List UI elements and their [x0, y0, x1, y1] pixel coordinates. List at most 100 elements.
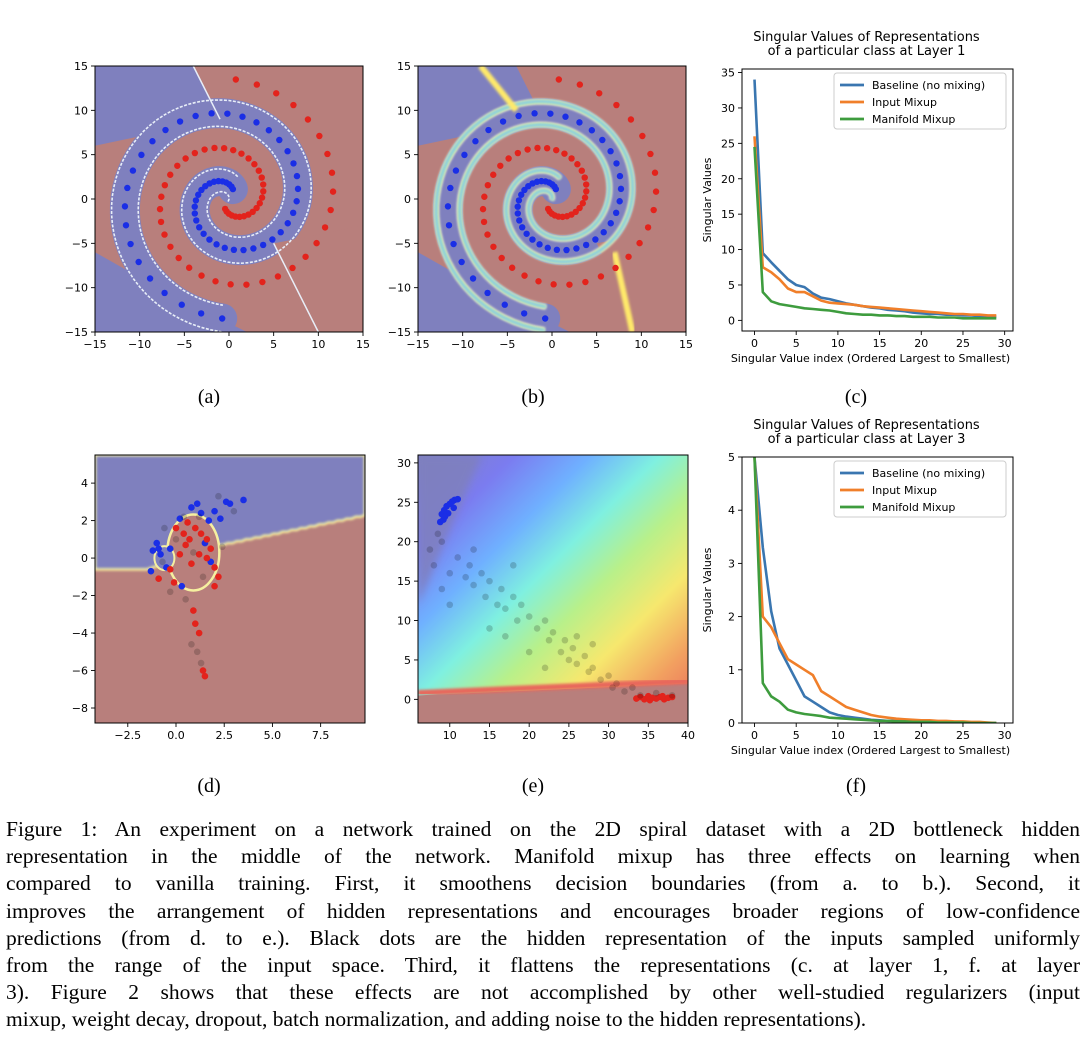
y-tick-label: 3 [728, 557, 735, 570]
y-tick-label: 20 [721, 173, 735, 186]
e-point [462, 573, 469, 581]
x-tick-label: 7.5 [312, 729, 330, 742]
b-point [576, 119, 583, 126]
panel-label-a: (a) [197, 386, 221, 408]
b-point [576, 81, 584, 88]
x-tick-label: 30 [998, 729, 1012, 742]
decision-boundary [192, 66, 221, 120]
a-point [293, 198, 300, 205]
plot-frame [94, 65, 364, 333]
region-red [596, 225, 686, 332]
plot-area [95, 66, 363, 332]
a-point [156, 205, 164, 213]
y-tick-label: 5 [728, 451, 735, 464]
y-tick-label: 0 [728, 314, 735, 327]
y-axis-label: Singular Values [701, 547, 714, 632]
b-point [541, 315, 549, 322]
e-point [470, 546, 477, 553]
e-point [454, 495, 462, 503]
a-point [238, 150, 245, 157]
a-point [196, 224, 203, 231]
e-point [446, 601, 454, 609]
a-point [274, 273, 282, 280]
d-point [215, 573, 222, 581]
d-point [176, 515, 184, 523]
e-point [565, 656, 573, 664]
d-point [166, 545, 174, 553]
x-tick-label: 10 [831, 729, 845, 742]
b-point [588, 127, 596, 134]
d-point [195, 551, 203, 558]
x-tick-label: 25 [562, 729, 576, 742]
e-point [585, 668, 593, 676]
a-point [221, 244, 228, 252]
caption-line: representation in the middle of the netw… [6, 844, 1080, 869]
x-tick-label: 20 [914, 337, 928, 350]
d-point [197, 509, 205, 517]
a-point [324, 150, 331, 158]
a-point [213, 241, 220, 248]
b-point [444, 203, 452, 210]
a-point [161, 231, 168, 238]
y-tick-label: 30 [721, 102, 735, 115]
x-tick-label: 20 [522, 729, 536, 742]
d-point [191, 620, 199, 627]
a-point [195, 191, 202, 198]
b-point [579, 200, 586, 207]
x-tick-label: 5 [793, 337, 800, 350]
x-axis-label: Singular Value index (Ordered Largest to… [731, 744, 1010, 757]
x-tick-label: 5 [793, 729, 800, 742]
y-tick-label: 2 [81, 515, 88, 528]
a-point [259, 241, 267, 249]
decision-boundary [418, 678, 688, 697]
x-tick-label: 25 [956, 337, 970, 350]
b-point [499, 118, 507, 125]
a-point [206, 236, 213, 243]
x-tick-label: −15 [83, 338, 106, 351]
b-point [644, 224, 652, 231]
d-point [153, 539, 161, 547]
b-point [543, 144, 551, 152]
a-point [284, 220, 291, 227]
b-point [452, 167, 460, 174]
b-point [582, 278, 589, 286]
b-point [490, 171, 497, 178]
a-point [284, 148, 291, 155]
b-point [484, 289, 491, 297]
d-point [230, 507, 238, 515]
d-point [195, 629, 203, 637]
y-tick-label: 35 [721, 67, 735, 80]
caption-line: 3). Figure 2 shows that these effects ar… [6, 980, 1080, 1005]
e-point [637, 692, 644, 699]
e-point [621, 688, 628, 695]
x-tick-label: 2.5 [215, 729, 233, 742]
a-point [258, 174, 265, 181]
a-point [250, 245, 257, 252]
b-point [576, 204, 583, 212]
chart-c: 0 5 10 15 20 25 30 0 5 10 15 20 25 30 35 Singular Value… [701, 30, 1014, 365]
a-point [327, 206, 334, 214]
y-tick-label: −2 [72, 590, 88, 603]
x-tick-label: 0 [226, 338, 233, 351]
a-point [176, 118, 184, 125]
plot-frame [417, 65, 687, 333]
a-point [240, 246, 247, 254]
a-point [129, 167, 137, 174]
e-point [573, 632, 581, 640]
caption-line: from the range of the input space. Third… [6, 953, 1080, 978]
y-tick-label: 10 [721, 244, 735, 257]
b-point [583, 188, 590, 195]
legend-label: Input Mixup [872, 484, 937, 497]
confidence-field [418, 455, 688, 723]
a-point [290, 160, 297, 167]
e-point [509, 562, 517, 569]
figure-caption: Figure 1: An experiment on a network tra… [6, 816, 1080, 1034]
y-tick-label: 1 [728, 664, 735, 677]
a-point [212, 278, 219, 285]
a-point [211, 144, 218, 152]
region-red [273, 225, 363, 332]
a-point [230, 246, 238, 254]
b-point [550, 281, 557, 288]
d-point [217, 515, 224, 523]
a-point [260, 188, 267, 195]
